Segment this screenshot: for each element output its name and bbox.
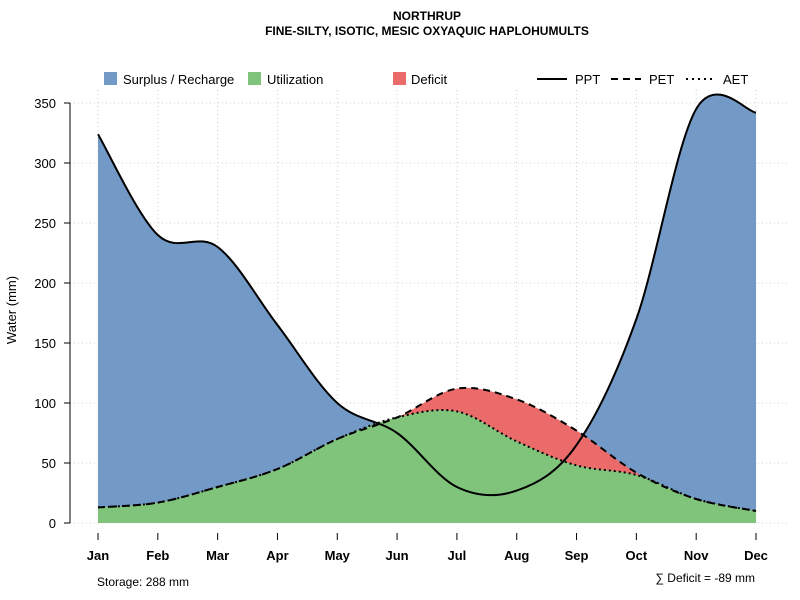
deficit-annotation: ∑ Deficit = -89 mm [655, 571, 755, 585]
legend-label-ppt: PPT [575, 72, 600, 87]
legend-swatch-utilization [248, 72, 261, 85]
y-tick-label: 350 [34, 96, 56, 111]
legend-label-aet: AET [723, 72, 748, 87]
x-tick-label: Oct [626, 548, 648, 563]
legend: Surplus / Recharge Utilization Deficit P… [104, 72, 748, 87]
x-tick-label: Jul [448, 548, 467, 563]
legend-swatch-deficit [393, 72, 406, 85]
legend-label-deficit: Deficit [411, 72, 448, 87]
y-tick-label: 200 [34, 276, 56, 291]
y-tick-label: 50 [42, 456, 56, 471]
chart-subtitle: FINE-SILTY, ISOTIC, MESIC OXYAQUIC HAPLO… [265, 24, 589, 38]
x-tick-label: Sep [565, 548, 589, 563]
legend-label-surplus: Surplus / Recharge [123, 72, 234, 87]
ppt-line [97, 93, 757, 497]
axes: 0 50 100 150 200 250 300 350 Jan Feb Mar Apr May Jun J… [34, 96, 768, 563]
y-tick-label: 100 [34, 396, 56, 411]
utilization-area [98, 410, 756, 523]
x-tick-label: Mar [206, 548, 229, 563]
x-tick-label: Jun [386, 548, 409, 563]
x-tick-label: May [325, 548, 351, 563]
aet-line [97, 409, 757, 512]
y-tick-label: 300 [34, 156, 56, 171]
x-tick-label: Jan [87, 548, 109, 563]
fill-areas [98, 94, 756, 523]
y-axis-label: Water (mm) [4, 276, 19, 344]
y-tick-label: 250 [34, 216, 56, 231]
surplus-recharge-area [98, 94, 756, 523]
legend-label-pet: PET [649, 72, 674, 87]
x-tick-label: Aug [504, 548, 529, 563]
chart-title: NORTHRUP [393, 9, 461, 23]
x-tick-label: Dec [744, 548, 768, 563]
legend-swatch-surplus [104, 72, 117, 85]
x-tick-label: Apr [266, 548, 288, 563]
x-tick-label: Feb [146, 548, 169, 563]
legend-label-utilization: Utilization [267, 72, 323, 87]
y-tick-label: 0 [49, 516, 56, 531]
x-tick-label: Nov [684, 548, 709, 563]
storage-annotation: Storage: 288 mm [97, 575, 189, 589]
series-lines [97, 93, 757, 512]
y-tick-label: 150 [34, 336, 56, 351]
